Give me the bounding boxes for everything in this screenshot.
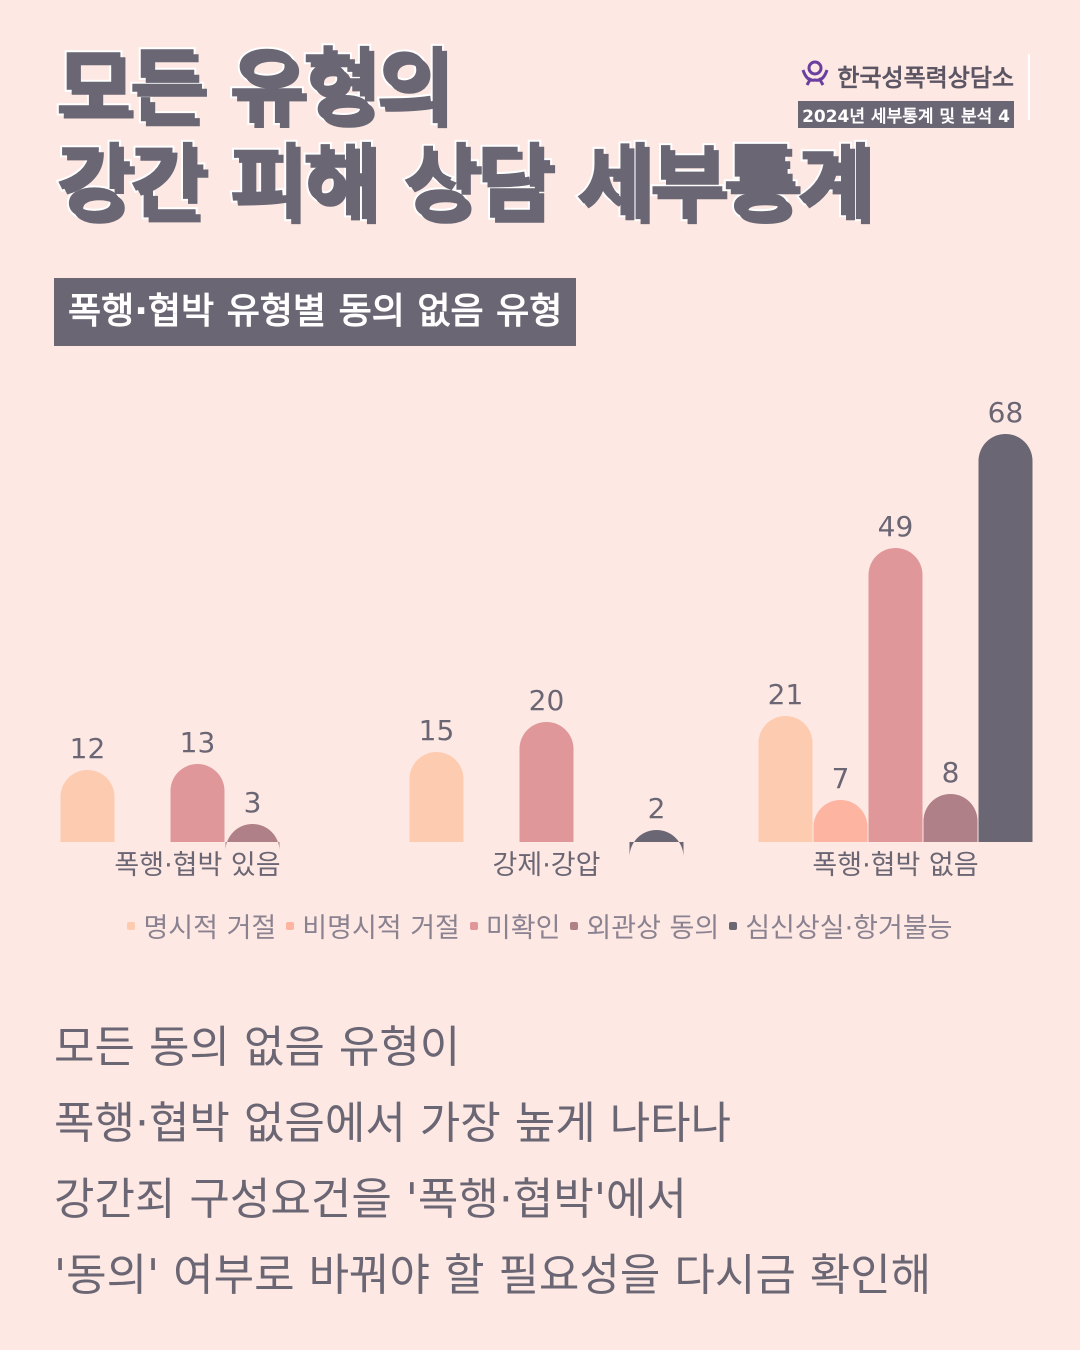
bar-chart: 12 13 3 폭행·협박 있음 15 20 2 강제·강압 21 7 49 8 68 폭행·협박 없음	[60, 396, 1033, 881]
category-label: 강제·강압	[493, 850, 601, 881]
legend-item: 비명시적 거절	[286, 906, 460, 945]
legend-swatch	[286, 921, 295, 930]
summary-line: 강간죄 구성요건을 '폭행·협박'에서	[54, 1174, 687, 1225]
legend-label: 심신상실·항거불능	[745, 913, 953, 944]
data-label: 12	[70, 732, 106, 765]
data-label: 8	[942, 756, 960, 789]
data-label: 2	[648, 792, 666, 825]
bar	[519, 722, 574, 842]
data-label: 13	[180, 726, 216, 759]
bar	[923, 794, 978, 842]
legend-swatch	[127, 921, 136, 930]
data-label: 15	[419, 714, 455, 747]
legend-item: 명시적 거절	[127, 906, 276, 945]
title-line-2: 강간 피해 상담 세부통계	[54, 134, 874, 233]
bar	[813, 800, 868, 842]
bar	[409, 752, 464, 842]
org-block: 한국성폭력상담소 2024년 세부통계 및 분석 4	[798, 58, 1014, 128]
category-label: 폭행·협박 없음	[812, 850, 978, 881]
chart-legend: 명시적 거절 비명시적 거절 미확인 외관상 동의 심신상실·항거불능	[0, 906, 1080, 945]
data-label: 3	[244, 786, 262, 819]
chart-subtitle: 폭행·협박 유형별 동의 없음 유형	[54, 278, 577, 346]
title-line-1: 모든 유형의	[54, 38, 454, 137]
bar	[868, 548, 923, 842]
org-subtitle: 2024년 세부통계 및 분석 4	[798, 101, 1014, 128]
legend-swatch	[570, 921, 579, 930]
summary-text: 모든 동의 없음 유형이 폭행·협박 없음에서 가장 높게 나타나 강간죄 구성…	[54, 1010, 931, 1314]
page-title: 모든 유형의 강간 피해 상담 세부통계	[54, 38, 874, 233]
data-label: 68	[988, 396, 1024, 429]
legend-label: 미확인	[485, 913, 561, 944]
legend-swatch	[469, 921, 478, 930]
category-label: 폭행·협박 있음	[114, 850, 280, 881]
data-label: 20	[529, 684, 565, 717]
legend-item: 외관상 동의	[570, 906, 719, 945]
bar	[978, 434, 1033, 842]
legend-item: 심신상실·항거불능	[729, 906, 953, 945]
bar	[60, 770, 115, 842]
summary-line: 폭행·협박 없음에서 가장 높게 나타나	[54, 1098, 732, 1149]
org-logo-icon	[799, 60, 831, 92]
legend-label: 비명시적 거절	[302, 913, 460, 944]
summary-line: 모든 동의 없음 유형이	[54, 1022, 461, 1073]
org-name: 한국성폭력상담소	[837, 64, 1014, 92]
legend-label: 외관상 동의	[586, 913, 720, 944]
data-label: 21	[768, 678, 804, 711]
bar	[629, 830, 684, 857]
legend-label: 명시적 거절	[143, 913, 277, 944]
legend-item: 미확인	[469, 906, 561, 945]
legend-swatch	[729, 921, 738, 930]
summary-line: '동의' 여부로 바꿔야 할 필요성을 다시금 확인해	[54, 1250, 932, 1301]
data-label: 49	[878, 510, 914, 543]
bar	[170, 764, 225, 842]
data-label: 7	[832, 762, 850, 795]
bar	[225, 824, 280, 851]
bar	[758, 716, 813, 842]
divider	[1028, 54, 1030, 120]
